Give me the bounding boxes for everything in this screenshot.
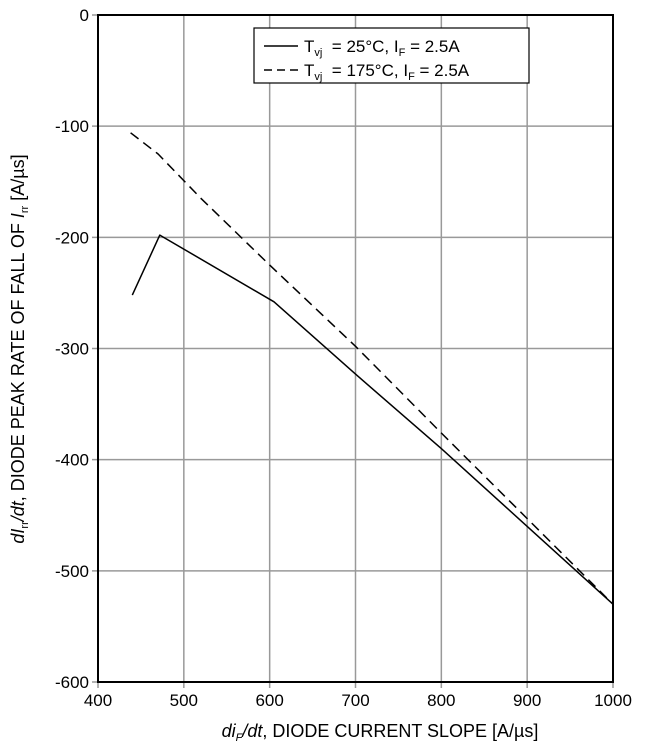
- series-line-25c: [131, 234, 614, 605]
- x-tick-label: 800: [427, 691, 455, 710]
- grid-lines: [92, 14, 614, 688]
- series-layer: [130, 132, 614, 605]
- y-tick-label: -100: [55, 117, 89, 136]
- x-tick-label: 400: [84, 691, 112, 710]
- x-tick-label: 600: [255, 691, 283, 710]
- y-tick-label: -300: [55, 340, 89, 359]
- y-tick-label: -500: [55, 562, 89, 581]
- legend: Tvj = 25°C, IF = 2.5A Tvj = 175°C, IF = …: [253, 27, 530, 84]
- legend-label-25c: Tvj = 25°C, IF = 2.5A: [304, 37, 460, 59]
- tick-labels: 400 500 600 700 800 900 1000 0 -100 -200 -300 -400 -…: [55, 6, 632, 710]
- series-line-175c: [130, 132, 614, 605]
- legend-box: [253, 27, 530, 84]
- y-tick-label: -600: [55, 673, 89, 692]
- y-axis-title: dIrr/dt, DIODE PEAK RATE OF FALL OF Irr …: [8, 154, 31, 543]
- y-tick-label: -200: [55, 228, 89, 247]
- x-tick-label: 900: [513, 691, 541, 710]
- plot-frame: [97, 14, 614, 683]
- legend-label-175c: Tvj = 175°C, IF = 2.5A: [304, 61, 470, 83]
- x-tick-label: 500: [170, 691, 198, 710]
- x-axis-title: diF/dt, DIODE CURRENT SLOPE [A/µs]: [222, 721, 539, 744]
- x-tick-label: 700: [341, 691, 369, 710]
- y-tick-label: -400: [55, 451, 89, 470]
- x-tick-label: 1000: [594, 691, 632, 710]
- y-tick-label: 0: [80, 6, 89, 25]
